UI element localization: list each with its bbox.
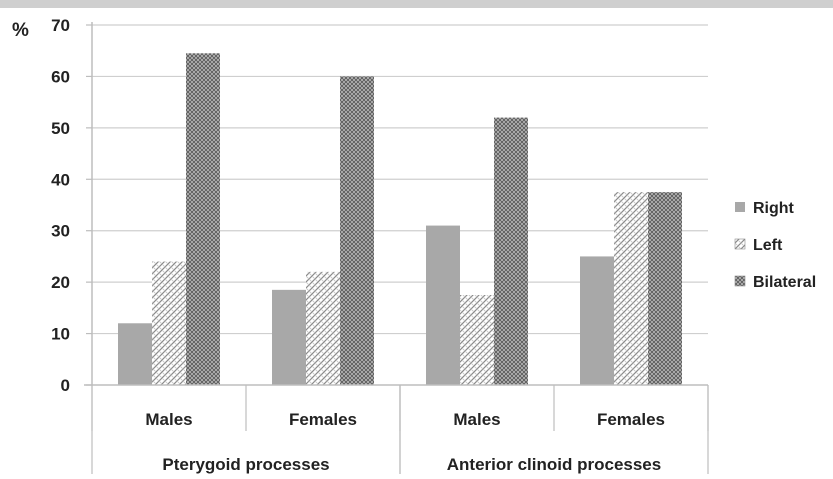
bar-bilateral [186,53,220,386]
bar-bilateral [494,117,528,386]
bar-right [118,323,152,385]
y-tick-label: 20 [51,273,70,292]
legend-label-bilateral: Bilateral [753,274,816,291]
bar-left [460,295,494,385]
legend-swatch-right [735,202,745,212]
legend-label-right: Right [753,200,795,217]
y-tick-label: 60 [51,67,70,86]
x-category-label: Females [289,410,357,429]
legend-swatch-bilateral [734,275,746,287]
bar-left [152,261,186,385]
bar-right [272,289,306,385]
bar-left [614,192,648,385]
y-tick-label: 30 [51,222,70,241]
x-category-label: Females [597,410,665,429]
x-group-label: Pterygoid processes [162,455,329,474]
y-tick-label: 10 [51,325,70,344]
bar-bilateral [340,76,374,385]
legend-swatch-left [734,238,746,250]
x-group-label: Anterior clinoid processes [447,455,661,474]
y-tick-label: 50 [51,119,70,138]
y-axis-unit-label: % [12,20,29,41]
bar-bilateral [648,192,682,385]
bar-right [426,225,460,385]
top-border [0,0,833,8]
bar-left [306,271,340,385]
y-tick-label: 40 [51,170,70,189]
x-category-label: Males [453,410,500,429]
bar-right [580,256,614,385]
x-category-label: Males [145,410,192,429]
y-tick-label: 0 [61,376,70,395]
legend-label-left: Left [753,237,783,254]
y-tick-label: 70 [51,16,70,35]
